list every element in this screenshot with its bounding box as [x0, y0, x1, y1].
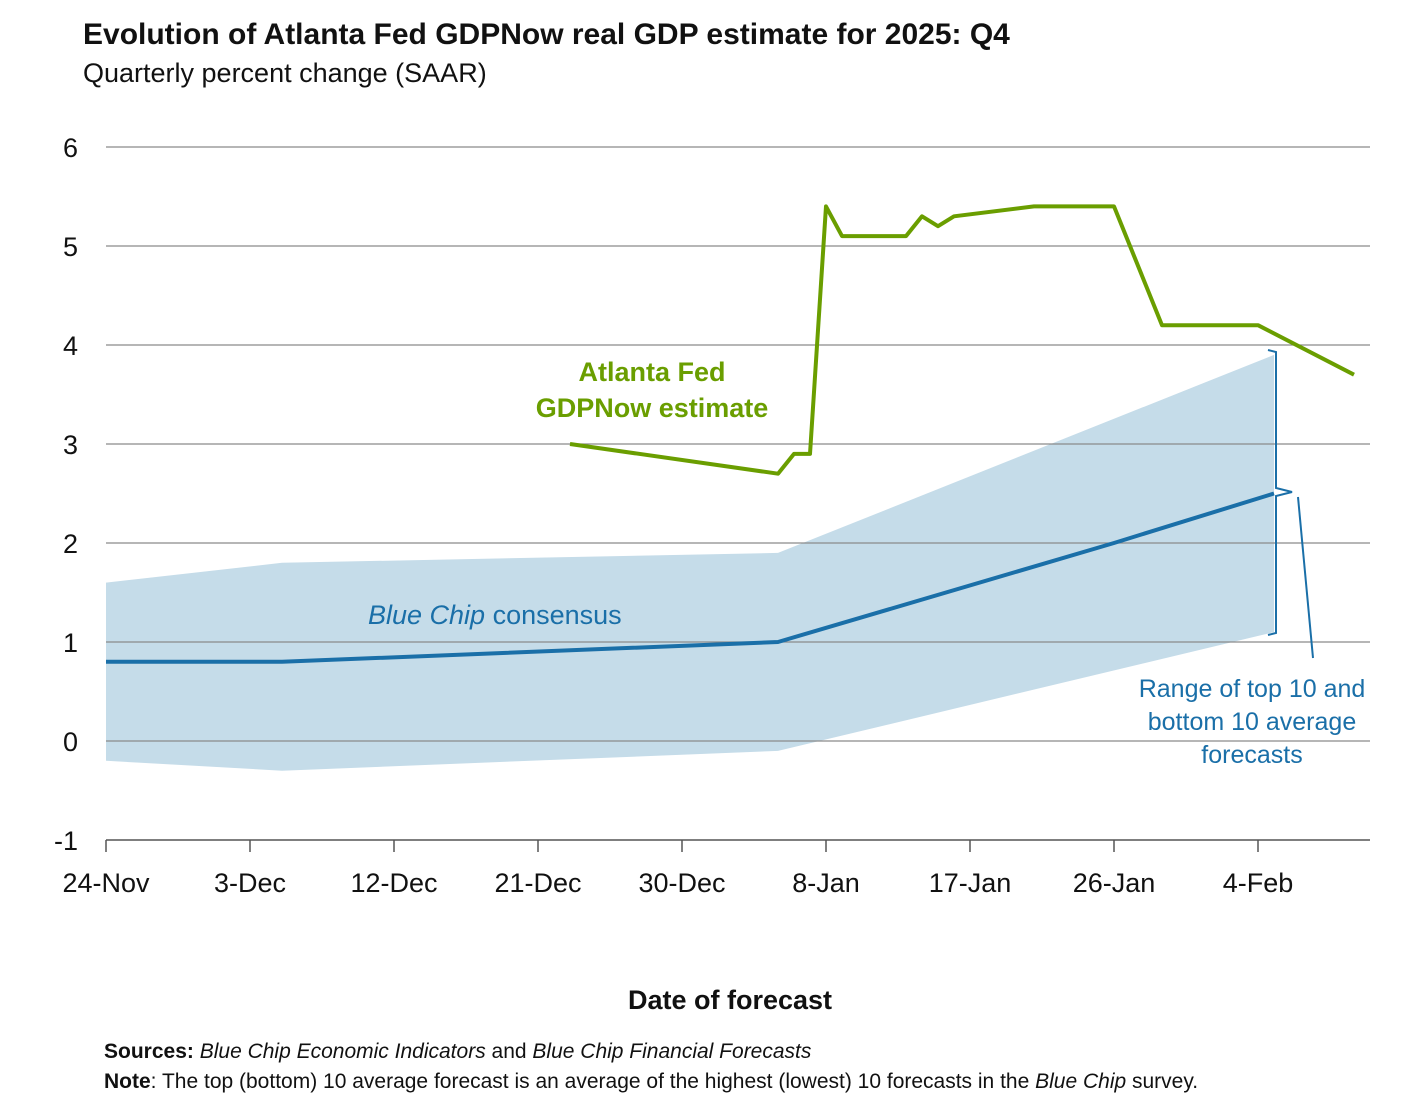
- range-leader-line: [1297, 496, 1314, 659]
- x-axis-label: Date of forecast: [627, 985, 833, 1015]
- note-end: survey.: [1126, 1070, 1199, 1093]
- note-label: Note: [104, 1070, 151, 1093]
- source-a: Blue Chip Economic Indicators: [199, 1040, 486, 1063]
- gdpnow-annotation: GDPNow estimate: [536, 393, 769, 423]
- consensus-annotation: Blue Chip consensus: [368, 600, 622, 630]
- sources-note: Sources: Blue Chip Economic Indicators a…: [104, 1040, 811, 1064]
- range-annotation: forecasts: [1201, 741, 1302, 769]
- y-tick-label: 0: [63, 727, 78, 757]
- sources-and: and: [485, 1040, 533, 1063]
- y-tick-label: 6: [63, 133, 78, 163]
- y-tick-label: 2: [63, 529, 78, 559]
- range-annotation: bottom 10 average: [1148, 708, 1356, 736]
- x-tick-label: 8-Jan: [792, 868, 860, 898]
- x-tick-label: 24-Nov: [62, 868, 150, 898]
- x-tick-label: 4-Feb: [1223, 868, 1294, 898]
- y-tick-label: 1: [63, 628, 78, 658]
- gdpnow-annotation: Atlanta Fed: [578, 357, 725, 387]
- source-b: Blue Chip Financial Forecasts: [532, 1040, 812, 1063]
- x-tick-label: 12-Dec: [350, 868, 437, 898]
- y-tick-label: 4: [63, 331, 78, 361]
- sources-label: Sources:: [104, 1040, 194, 1063]
- chart-title: Evolution of Atlanta Fed GDPNow real GDP…: [83, 18, 1010, 51]
- note-text: : The top (bottom) 10 average forecast i…: [150, 1070, 1036, 1093]
- range-annotation: Range of top 10 and: [1139, 675, 1366, 703]
- x-tick-label: 17-Jan: [929, 868, 1012, 898]
- x-tick-label: 3-Dec: [214, 868, 286, 898]
- x-tick-label: 21-Dec: [494, 868, 581, 898]
- y-tick-label: 5: [63, 232, 78, 262]
- y-tick-label: 3: [63, 430, 78, 460]
- y-tick-label: -1: [54, 826, 78, 856]
- x-tick-label: 26-Jan: [1073, 868, 1156, 898]
- x-tick-label: 30-Dec: [638, 868, 725, 898]
- forecast-range-band: [106, 354, 1274, 771]
- footnote: Note: The top (bottom) 10 average foreca…: [104, 1070, 1198, 1094]
- note-italic: Blue Chip: [1035, 1070, 1127, 1093]
- range-bracket: [1267, 349, 1293, 636]
- chart-subtitle: Quarterly percent change (SAAR): [83, 58, 487, 88]
